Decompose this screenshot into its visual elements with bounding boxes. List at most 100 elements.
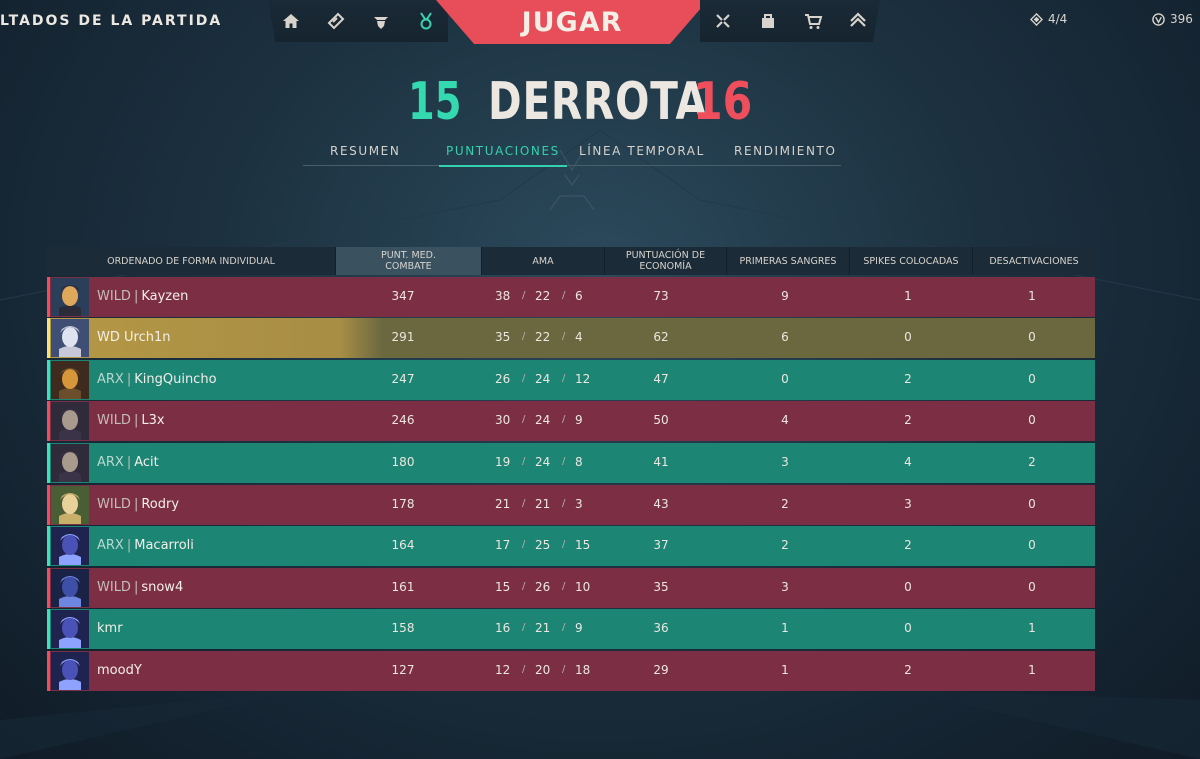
kda-separator: / — [562, 455, 566, 467]
tab-linea-temporal[interactable]: LÍNEA TEMPORAL — [579, 144, 705, 158]
player-handle: Macarroli — [134, 538, 194, 554]
defuses-value: 0 — [1028, 496, 1036, 511]
econ-value: 41 — [653, 454, 669, 469]
cart-icon[interactable] — [800, 8, 826, 34]
kda-separator: / — [522, 331, 526, 343]
econ-value: 62 — [653, 330, 669, 345]
tab-rendimiento[interactable]: RENDIMIENTO — [734, 144, 837, 158]
deaths-value: 20 — [535, 662, 551, 677]
raze-portrait-icon — [51, 360, 89, 399]
header-defuses[interactable]: DESACTIVACIONES — [989, 255, 1079, 267]
assists-value: 8 — [575, 454, 583, 469]
kda-separator: / — [562, 372, 566, 384]
econ-value: 50 — [653, 413, 669, 428]
assists-value: 10 — [575, 579, 591, 594]
team-color-bar — [47, 484, 50, 525]
defuses-value: 1 — [1028, 662, 1036, 677]
first-bloods-value: 9 — [781, 288, 789, 303]
assists-value: 4 — [575, 330, 583, 345]
acs-value: 180 — [391, 454, 415, 469]
first-bloods-value: 2 — [781, 496, 789, 511]
table-row[interactable]: WILD | Rodry 178 21 / 21 / 3 43 2 3 0 — [47, 484, 1095, 525]
kills-value: 17 — [495, 538, 511, 553]
kda-separator: / — [562, 539, 566, 551]
kills-value: 19 — [495, 454, 511, 469]
table-row[interactable]: WILD | snow4 161 15 / 26 / 10 35 3 0 0 — [47, 567, 1095, 608]
acs-value: 127 — [391, 662, 415, 677]
defuses-value: 0 — [1028, 413, 1036, 428]
kills-value: 12 — [495, 662, 511, 677]
header-first-bloods[interactable]: PRIMERAS SANGRES — [727, 247, 850, 275]
play-button[interactable]: JUGAR — [436, 0, 708, 44]
header-econ[interactable]: PUNTUACIÓN DE ECONOMÍA — [605, 247, 727, 275]
plants-value: 0 — [904, 579, 912, 594]
team-tag: WILD — [97, 579, 131, 595]
table-row[interactable]: ARX | Acit 180 19 / 24 / 8 41 3 4 2 — [47, 442, 1095, 483]
team-color-bar — [47, 442, 50, 483]
kda-separator: / — [522, 497, 526, 509]
kills-value: 38 — [495, 288, 511, 303]
deaths-value: 24 — [535, 371, 551, 386]
table-row[interactable]: kmr 158 16 / 21 / 9 36 1 0 1 — [47, 609, 1095, 650]
assists-value: 12 — [575, 371, 591, 386]
team-color-bar — [47, 276, 50, 317]
first-bloods-value: 0 — [781, 371, 789, 386]
deaths-value: 24 — [535, 454, 551, 469]
first-bloods-value: 4 — [781, 413, 789, 428]
plants-value: 2 — [904, 538, 912, 553]
acs-value: 161 — [391, 579, 415, 594]
acs-value: 247 — [391, 371, 415, 386]
kills-value: 21 — [495, 496, 511, 511]
table-row[interactable]: WILD | Kayzen 347 38 / 22 / 6 73 9 1 1 — [47, 276, 1095, 317]
first-bloods-value: 3 — [781, 579, 789, 594]
plants-value: 2 — [904, 371, 912, 386]
jett-portrait-icon — [51, 319, 89, 358]
table-row[interactable]: WD Urch1n 291 35 / 22 / 4 62 6 0 0 — [47, 318, 1095, 359]
header-kda[interactable]: AMA — [482, 247, 605, 275]
player-name: WILD | snow4 — [97, 580, 183, 595]
header-player[interactable]: ORDENADO DE FORMA INDIVIDUAL — [47, 247, 336, 275]
plants-value: 3 — [904, 496, 912, 511]
table-row[interactable]: WILD | L3x 246 30 / 24 / 9 50 4 2 0 — [47, 401, 1095, 442]
battlepass-icon[interactable] — [413, 8, 439, 34]
career-icon[interactable] — [323, 8, 349, 34]
deaths-value: 22 — [535, 288, 551, 303]
player-handle: Kayzen — [141, 288, 189, 304]
plants-value: 1 — [904, 288, 912, 303]
store-icon[interactable] — [755, 8, 781, 34]
defuses-value: 0 — [1028, 579, 1036, 594]
rank-icon[interactable] — [845, 8, 871, 34]
player-name: ARX | KingQuincho — [97, 372, 217, 387]
radianite-counter[interactable]: 4/4 — [1030, 12, 1067, 26]
assists-value: 6 — [575, 288, 583, 303]
team-tag: ARX — [97, 454, 124, 470]
collection-icon[interactable] — [710, 8, 736, 34]
header-acs[interactable]: PUNT. MED. COMBATE — [336, 247, 482, 275]
vp-counter[interactable]: 396 — [1152, 12, 1193, 26]
kda-separator: / — [522, 663, 526, 675]
defuses-value: 0 — [1028, 371, 1036, 386]
table-row[interactable]: ARX | Macarroli 164 17 / 25 / 15 37 2 2 0 — [47, 526, 1095, 567]
tab-puntuaciones[interactable]: PUNTUACIONES — [439, 144, 567, 167]
acs-value: 291 — [391, 330, 415, 345]
assists-value: 3 — [575, 496, 583, 511]
header-acs-line2: COMBATE — [385, 261, 432, 272]
agents-icon[interactable] — [368, 8, 394, 34]
acs-value: 246 — [391, 413, 415, 428]
tag-separator: | — [133, 413, 139, 429]
nav-right-group — [700, 0, 880, 42]
nav-left-group — [268, 0, 448, 42]
tab-resumen[interactable]: RESUMEN — [330, 144, 401, 158]
player-name: WILD | Kayzen — [97, 289, 188, 304]
header-plants[interactable]: SPIKES COLOCADAS — [850, 247, 973, 275]
team-tag: WILD — [97, 413, 131, 429]
table-row[interactable]: moodY 127 12 / 20 / 18 29 1 2 1 — [47, 650, 1095, 691]
player-name: kmr — [97, 621, 123, 636]
team-tag: WILD — [97, 496, 131, 512]
kda-separator: / — [562, 622, 566, 634]
neon-portrait-icon — [51, 277, 89, 316]
home-icon[interactable] — [278, 8, 304, 34]
table-row[interactable]: ARX | KingQuincho 247 26 / 24 / 12 47 0 2… — [47, 359, 1095, 400]
plants-value: 0 — [904, 621, 912, 636]
econ-value: 47 — [653, 371, 669, 386]
